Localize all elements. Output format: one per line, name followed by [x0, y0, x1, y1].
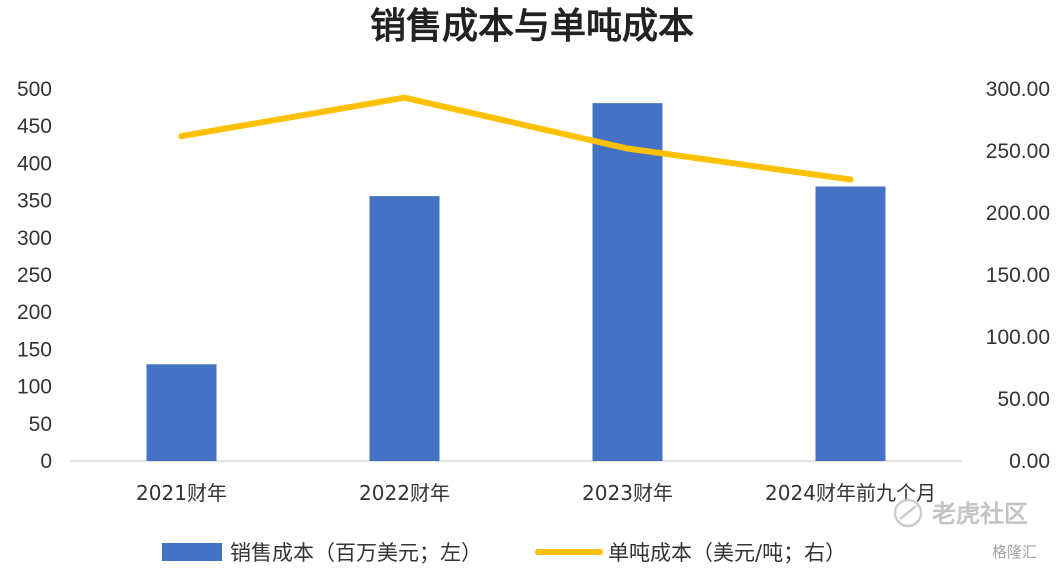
- bar: [369, 196, 440, 462]
- left-tick-label: 250: [17, 264, 52, 287]
- watermark-logo-icon: [893, 498, 923, 528]
- legend-bar-label: 销售成本（百万美元；左）: [230, 541, 482, 565]
- right-tick-label: 200.00: [986, 202, 1050, 225]
- category-label: 2022财年: [359, 481, 450, 505]
- watermark: 老虎社区 格隆汇: [893, 498, 1037, 561]
- right-tick-label: 50.00: [997, 388, 1050, 411]
- right-axis-ticks: 0.00 50.00 100.00 150.00 200.00 250.00 300.00: [986, 78, 1050, 473]
- left-tick-label: 0: [40, 450, 52, 473]
- chart-title: 销售成本与单吨成本: [370, 5, 694, 47]
- line-point: [847, 176, 854, 183]
- left-tick-label: 150: [17, 338, 52, 361]
- line-series: [178, 94, 854, 183]
- left-tick-label: 400: [17, 152, 52, 175]
- left-tick-label: 300: [17, 227, 52, 250]
- watermark-text: 老虎社区: [932, 500, 1028, 528]
- legend-bar-swatch: [162, 543, 222, 561]
- line-point: [624, 145, 631, 152]
- right-tick-label: 300.00: [986, 78, 1050, 101]
- left-tick-label: 450: [17, 115, 52, 138]
- legend-line-label: 单吨成本（美元/吨；右）: [608, 541, 846, 565]
- category-labels: 2021财年 2022财年 2023财年 2024财年前九个月: [136, 481, 936, 505]
- bar: [146, 364, 217, 461]
- left-tick-label: 50: [29, 413, 52, 436]
- right-tick-label: 250.00: [986, 140, 1050, 163]
- left-tick-label: 500: [17, 78, 52, 101]
- left-tick-label: 100: [17, 376, 52, 399]
- line-point: [401, 94, 408, 101]
- left-tick-label: 350: [17, 190, 52, 213]
- right-tick-label: 150.00: [986, 264, 1050, 287]
- bar: [592, 103, 663, 462]
- left-axis-ticks: 0 50 100 150 200 250 300 350 400 450 500: [17, 78, 52, 473]
- bar: [815, 186, 886, 462]
- watermark-logo-mark: [899, 505, 917, 520]
- left-tick-label: 200: [17, 301, 52, 324]
- category-label: 2021财年: [136, 481, 227, 505]
- line-point: [178, 133, 185, 140]
- legend: 销售成本（百万美元；左） 单吨成本（美元/吨；右）: [162, 541, 846, 565]
- right-tick-label: 0.00: [1009, 450, 1050, 473]
- bar-series: [146, 103, 886, 462]
- watermark-secondary-text: 格隆汇: [992, 543, 1037, 561]
- line-path: [178, 94, 854, 183]
- category-label: 2023财年: [582, 481, 673, 505]
- right-tick-label: 100.00: [986, 326, 1050, 349]
